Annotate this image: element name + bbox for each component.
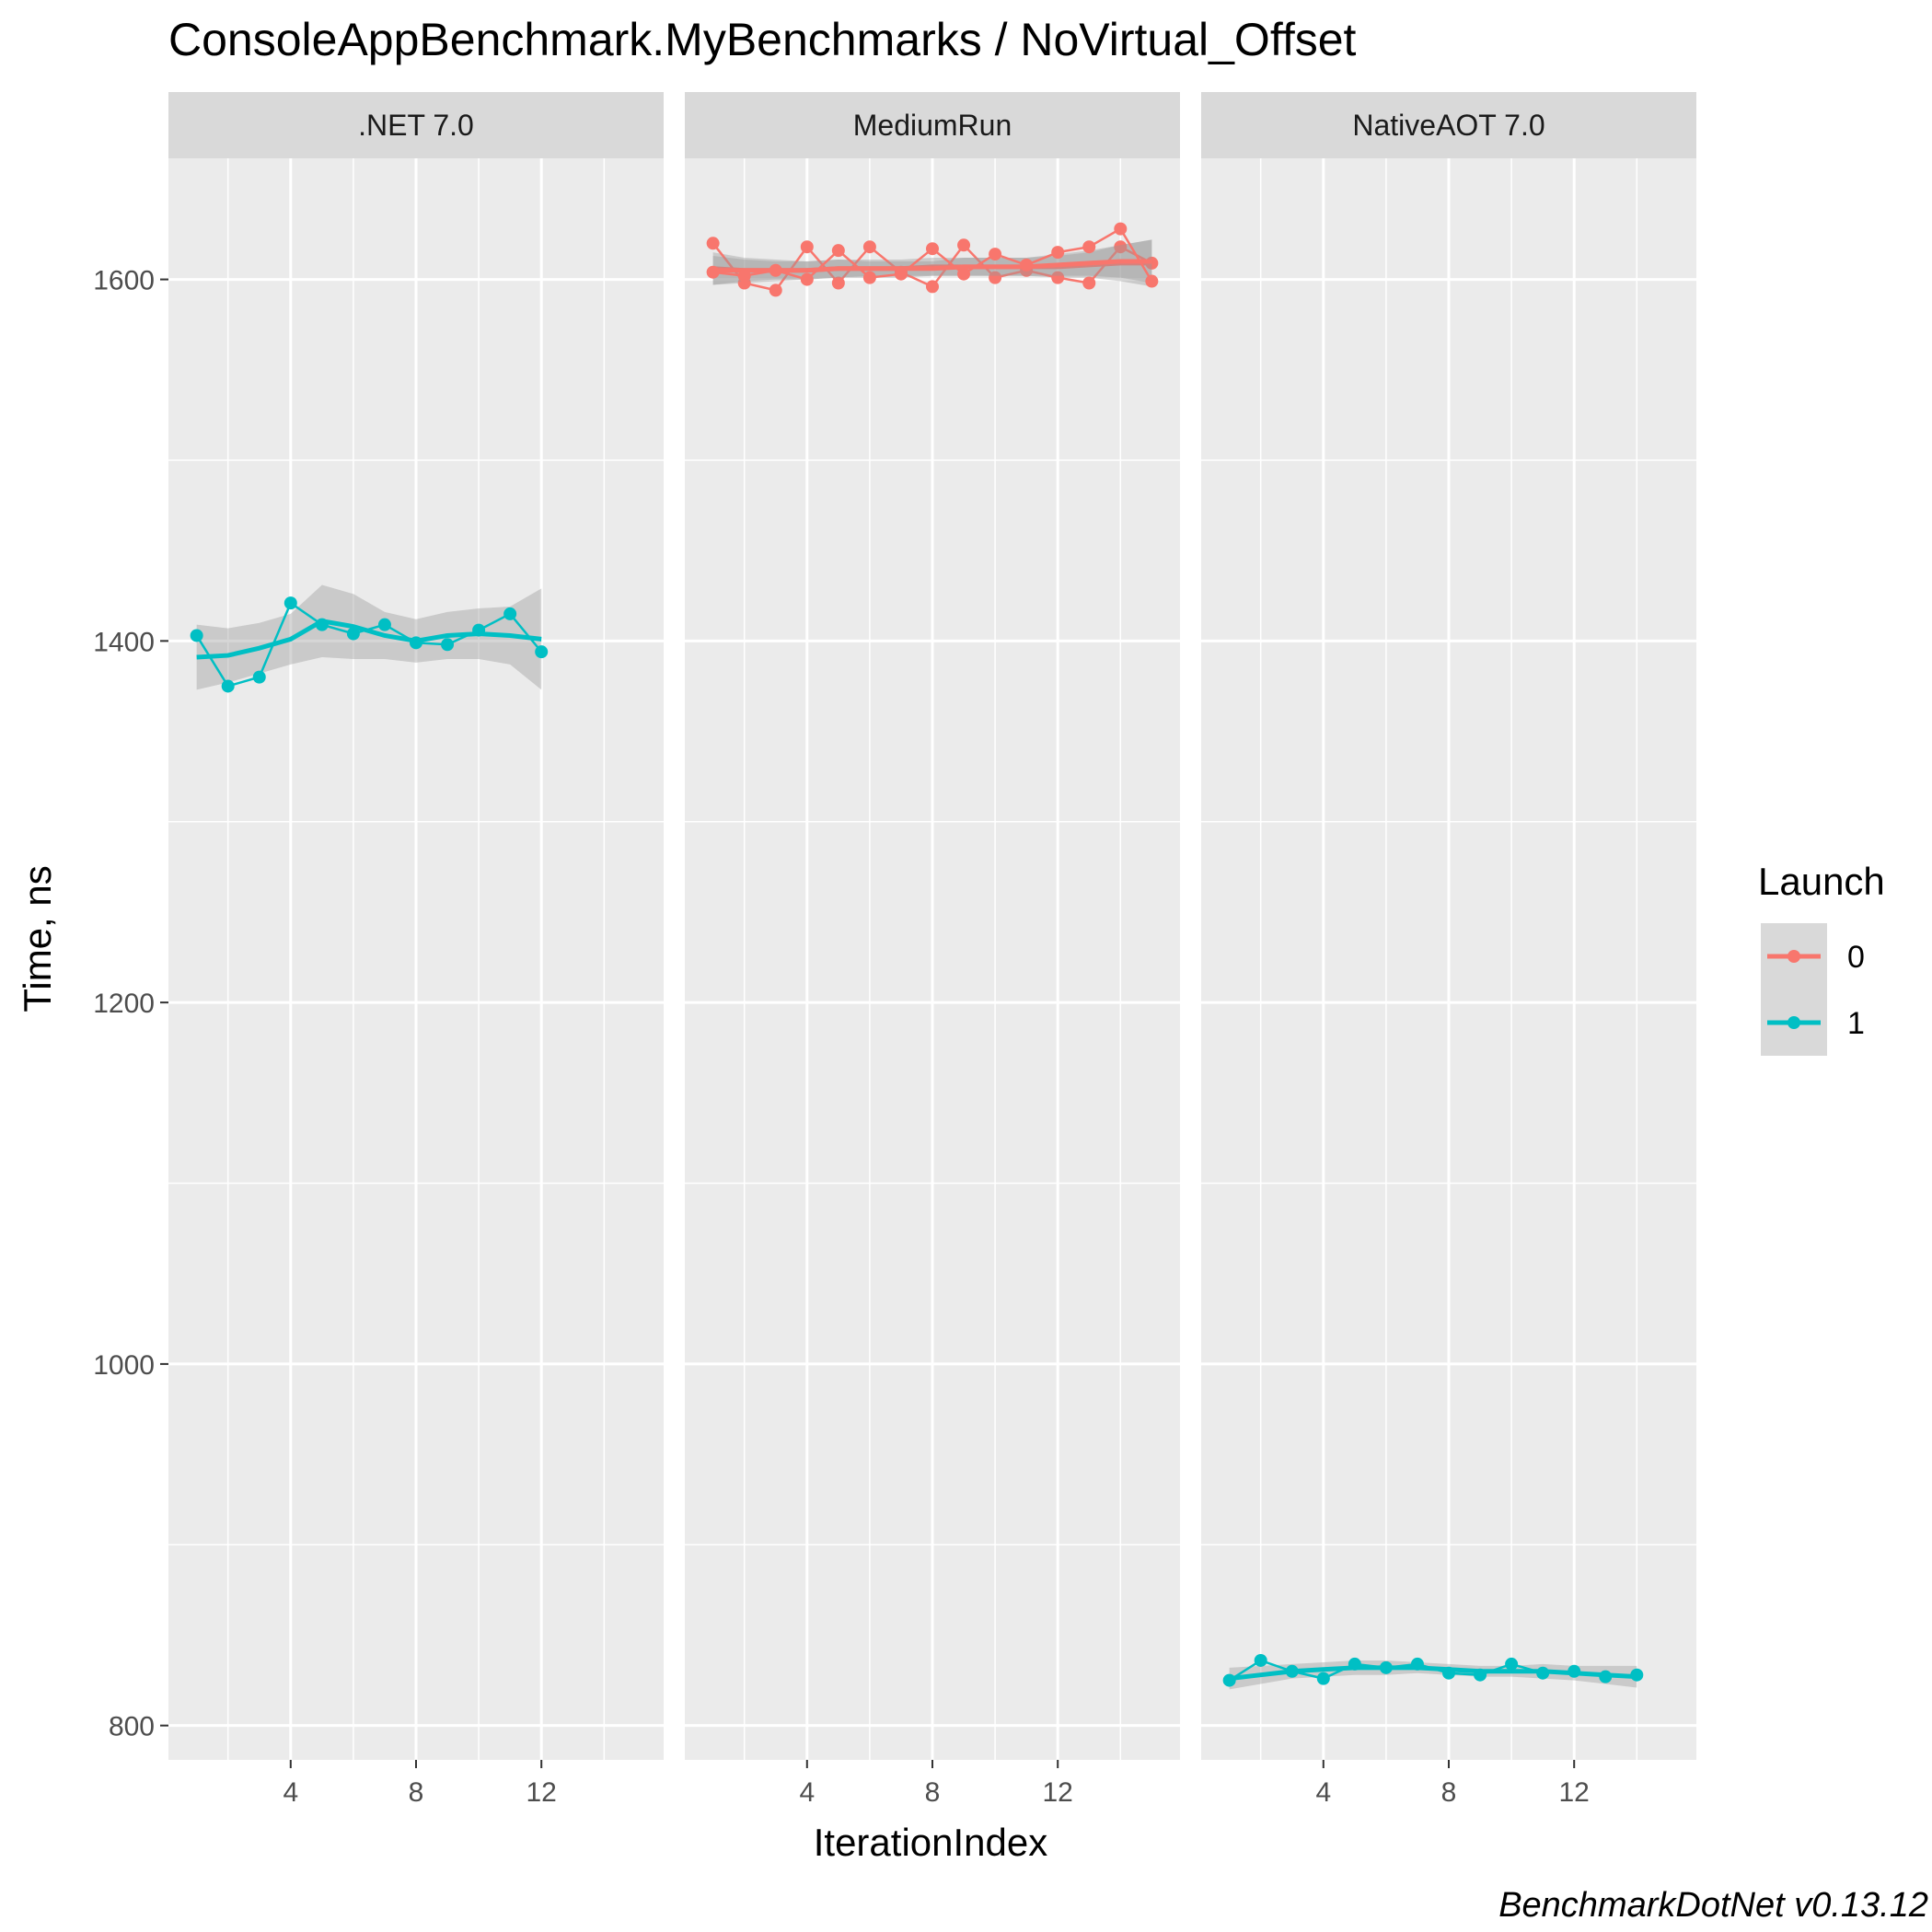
data-point <box>1379 1660 1393 1674</box>
x-tick-label: 8 <box>409 1777 424 1808</box>
data-point <box>535 645 549 659</box>
series-launch-1 <box>1222 1653 1644 1690</box>
y-tick-label: 1200 <box>93 989 155 1019</box>
data-point <box>503 607 517 620</box>
y-axis: 800 1000 1200 1400 1600 <box>93 266 168 1742</box>
x-tick-label: 4 <box>283 1777 298 1808</box>
data-point <box>1348 1657 1361 1671</box>
strip-label: NativeAOT 7.0 <box>1352 109 1544 142</box>
x-tick-label: 4 <box>799 1777 815 1808</box>
legend-label: 0 <box>1847 940 1865 975</box>
data-point <box>1505 1657 1519 1671</box>
data-point <box>1316 1672 1330 1685</box>
data-point <box>737 269 751 283</box>
y-tick-label: 1400 <box>93 627 155 657</box>
data-point <box>862 271 876 284</box>
series-launch-1 <box>706 222 1159 288</box>
data-point <box>1410 1657 1424 1671</box>
data-point <box>800 240 814 254</box>
data-point <box>1474 1668 1487 1682</box>
data-point <box>472 623 486 637</box>
data-point <box>862 240 876 254</box>
data-point <box>1536 1666 1550 1680</box>
data-point <box>989 248 1002 261</box>
data-point <box>1082 240 1096 254</box>
data-point <box>1630 1668 1644 1682</box>
panels: .NET 7.0 MediumRun NativeAOT 7.0 <box>168 92 1696 1760</box>
strip-background <box>685 92 1180 158</box>
data-point <box>1254 1653 1267 1667</box>
data-point <box>1114 222 1128 236</box>
legend-entry-1: 1 <box>1761 989 1865 1056</box>
data-point <box>926 280 939 294</box>
data-point <box>957 267 971 281</box>
y-axis-label: Time, ns <box>16 865 59 1012</box>
data-point <box>989 271 1002 284</box>
legend: Launch 0 1 <box>1758 860 1885 1056</box>
y-tick-label: 1600 <box>93 266 155 296</box>
x-axis: 4 8 12 4 8 12 4 8 12 <box>283 1760 1590 1808</box>
data-point <box>769 263 782 277</box>
x-tick-label: 8 <box>925 1777 941 1808</box>
data-point <box>957 238 971 252</box>
data-point <box>1599 1670 1613 1683</box>
strip-label: .NET 7.0 <box>358 109 474 142</box>
smooth-line <box>196 619 542 660</box>
strip-background <box>168 92 664 158</box>
data-point <box>1051 246 1065 260</box>
strip-background <box>1201 92 1696 158</box>
data-point <box>800 272 814 286</box>
data-point <box>706 265 720 279</box>
data-point <box>1222 1673 1236 1687</box>
data-point <box>706 237 720 250</box>
data-point <box>410 636 422 650</box>
data-point <box>252 670 266 684</box>
panel-1: .NET 7.0 <box>168 92 664 1760</box>
legend-key-point <box>1787 1016 1800 1029</box>
chart-title: ConsoleAppBenchmark.MyBenchmarks / NoVir… <box>168 14 1357 65</box>
data-point <box>283 596 297 610</box>
data-point <box>1145 274 1159 288</box>
y-tick-label: 800 <box>109 1712 155 1742</box>
x-tick-label: 12 <box>1559 1777 1590 1808</box>
x-tick-label: 12 <box>526 1777 557 1808</box>
data-point <box>1442 1666 1455 1680</box>
legend-title: Launch <box>1758 860 1885 903</box>
data-point <box>221 679 235 693</box>
data-point <box>190 629 203 642</box>
panel-2: MediumRun <box>685 92 1180 1760</box>
x-axis-label: IterationIndex <box>814 1821 1048 1864</box>
data-point <box>1051 271 1065 284</box>
confidence-band <box>196 584 542 690</box>
data-point <box>831 244 845 258</box>
data-point <box>315 618 329 631</box>
data-point <box>831 276 845 290</box>
panel-3: NativeAOT 7.0 <box>1201 92 1696 1760</box>
data-point <box>1020 258 1034 272</box>
data-point <box>346 627 360 641</box>
data-point <box>926 242 939 256</box>
x-tick-label: 4 <box>1315 1777 1331 1808</box>
strip-label: MediumRun <box>853 109 1012 142</box>
legend-entry-0: 0 <box>1761 923 1865 989</box>
x-tick-label: 8 <box>1441 1777 1457 1808</box>
data-point <box>1082 276 1096 290</box>
data-point <box>441 638 455 652</box>
legend-label: 1 <box>1847 1006 1865 1041</box>
data-point <box>1568 1664 1581 1678</box>
smooth-line <box>712 259 1152 273</box>
x-tick-label: 12 <box>1043 1777 1073 1808</box>
series-launch-1 <box>190 584 549 693</box>
data-point <box>1285 1664 1299 1678</box>
caption: BenchmarkDotNet v0.13.12 <box>1498 1886 1928 1925</box>
y-tick-label: 1000 <box>93 1350 155 1381</box>
legend-key-point <box>1787 950 1800 963</box>
confidence-band <box>712 239 1152 285</box>
data-point <box>894 267 908 281</box>
data-point <box>1114 240 1128 254</box>
data-point <box>769 283 782 297</box>
data-point <box>377 618 391 631</box>
